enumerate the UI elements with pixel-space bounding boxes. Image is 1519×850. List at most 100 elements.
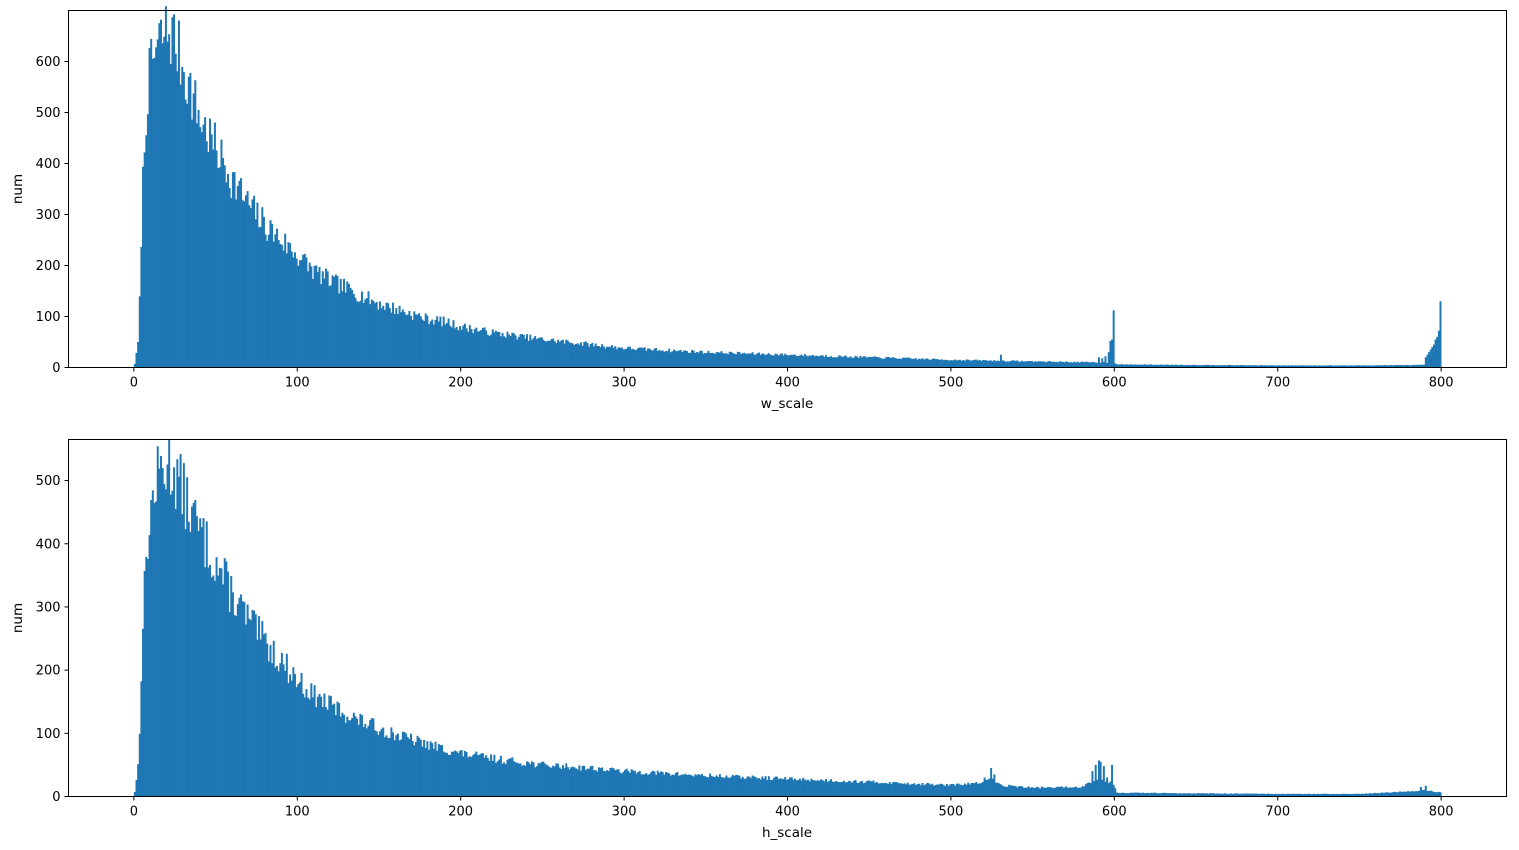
histogram-bar	[1176, 793, 1179, 797]
histogram-bar	[390, 312, 393, 368]
histogram-bar	[184, 99, 187, 368]
histogram-bar	[158, 23, 161, 368]
histogram-bar	[148, 47, 151, 368]
histogram-bar	[645, 350, 648, 368]
histogram-bar	[573, 344, 576, 368]
histogram-bar	[1191, 793, 1194, 797]
histogram-bar	[251, 610, 254, 797]
histogram-bar	[530, 339, 533, 368]
histogram-bar	[568, 769, 571, 797]
histogram-bar	[352, 294, 355, 368]
histogram-bar	[449, 754, 452, 797]
histogram-bar	[812, 780, 814, 797]
histogram-bar	[1119, 364, 1122, 368]
histogram-bar	[980, 361, 983, 368]
histogram-bar	[731, 774, 734, 797]
histogram-bar	[280, 652, 283, 797]
histogram-bar	[816, 356, 819, 368]
histogram-bar	[586, 768, 589, 797]
histogram-bar	[504, 764, 507, 797]
histogram-bar	[606, 346, 609, 368]
histogram-bar	[666, 772, 669, 797]
histogram-bar	[1266, 793, 1269, 797]
histogram-bar	[262, 634, 265, 797]
histogram-bar	[988, 360, 991, 368]
histogram-bar	[540, 761, 543, 797]
histogram-bar	[419, 739, 422, 797]
y-tick-label: 100	[36, 727, 61, 742]
histogram-bar	[210, 134, 213, 368]
histogram-bar	[176, 71, 179, 368]
histogram-bar	[713, 776, 716, 797]
histogram-bar	[772, 778, 775, 797]
histogram-bar	[1271, 793, 1274, 797]
histogram-bar	[627, 346, 630, 368]
histogram-bar	[932, 358, 935, 368]
histogram-bar	[1367, 365, 1370, 368]
histogram-bar	[1017, 361, 1020, 368]
histogram-bar	[1148, 793, 1151, 797]
histogram-bar	[1349, 365, 1352, 368]
histogram-bar	[642, 347, 645, 368]
histogram-bar	[1178, 365, 1181, 368]
histogram-bar	[315, 707, 318, 797]
histogram-bar	[308, 262, 311, 368]
histogram-bar	[565, 763, 568, 797]
histogram-bar	[298, 260, 301, 368]
histogram-bar	[573, 767, 576, 797]
histogram-bar	[730, 351, 733, 368]
histogram-bar	[503, 336, 506, 368]
histogram-bar	[653, 348, 656, 368]
histogram-bar	[359, 713, 362, 797]
histogram-bar	[1027, 360, 1030, 368]
histogram-bar	[1290, 793, 1293, 797]
histogram-bar	[861, 357, 864, 368]
histogram-bar	[1320, 365, 1323, 368]
histogram-bar	[428, 324, 430, 368]
histogram-bar	[187, 521, 190, 797]
histogram-bar	[526, 761, 529, 797]
histogram-bar	[1375, 365, 1378, 368]
histogram-bar	[1181, 364, 1184, 368]
histogram-bar	[1292, 365, 1295, 368]
histogram-bar	[663, 774, 666, 797]
histogram-bar	[151, 58, 154, 368]
histogram-bar	[676, 771, 679, 797]
histogram-bar	[431, 743, 434, 797]
histogram-bar	[1182, 365, 1185, 368]
histogram-bar	[241, 601, 244, 797]
histogram-bar	[640, 347, 643, 368]
histogram-bar	[972, 360, 975, 368]
histogram-bar	[1174, 364, 1177, 368]
histogram-bar	[465, 328, 468, 368]
histogram-bar	[1109, 781, 1112, 797]
histogram-bar	[1171, 793, 1174, 797]
histogram-bar	[839, 355, 842, 368]
histogram-bar	[424, 313, 427, 368]
histogram-bar	[1248, 365, 1251, 368]
histogram-bar	[467, 331, 470, 368]
histogram-bar	[338, 703, 341, 797]
histogram-bar	[473, 329, 476, 368]
histogram-bar	[550, 339, 553, 368]
histogram-bar	[856, 782, 859, 797]
histogram-bar	[1238, 793, 1241, 797]
histogram-bar	[722, 777, 725, 797]
histogram-bar	[233, 615, 236, 797]
histogram-bar	[380, 729, 383, 797]
histogram-bar	[1022, 787, 1025, 797]
histogram-bar	[611, 767, 613, 797]
histogram-bar	[687, 774, 690, 797]
histogram-bar	[295, 687, 298, 797]
histogram-bar	[307, 271, 310, 368]
histogram-bar	[429, 741, 432, 797]
histogram-bar	[880, 783, 883, 797]
histogram-bar	[452, 320, 455, 368]
histogram-bar	[970, 783, 973, 797]
histogram-bar	[267, 234, 270, 368]
histogram-bar	[584, 769, 587, 797]
histogram-bar	[1205, 364, 1208, 368]
histogram-bar	[957, 783, 960, 797]
histogram-bar	[1300, 793, 1303, 797]
histogram-bar	[1434, 339, 1437, 368]
